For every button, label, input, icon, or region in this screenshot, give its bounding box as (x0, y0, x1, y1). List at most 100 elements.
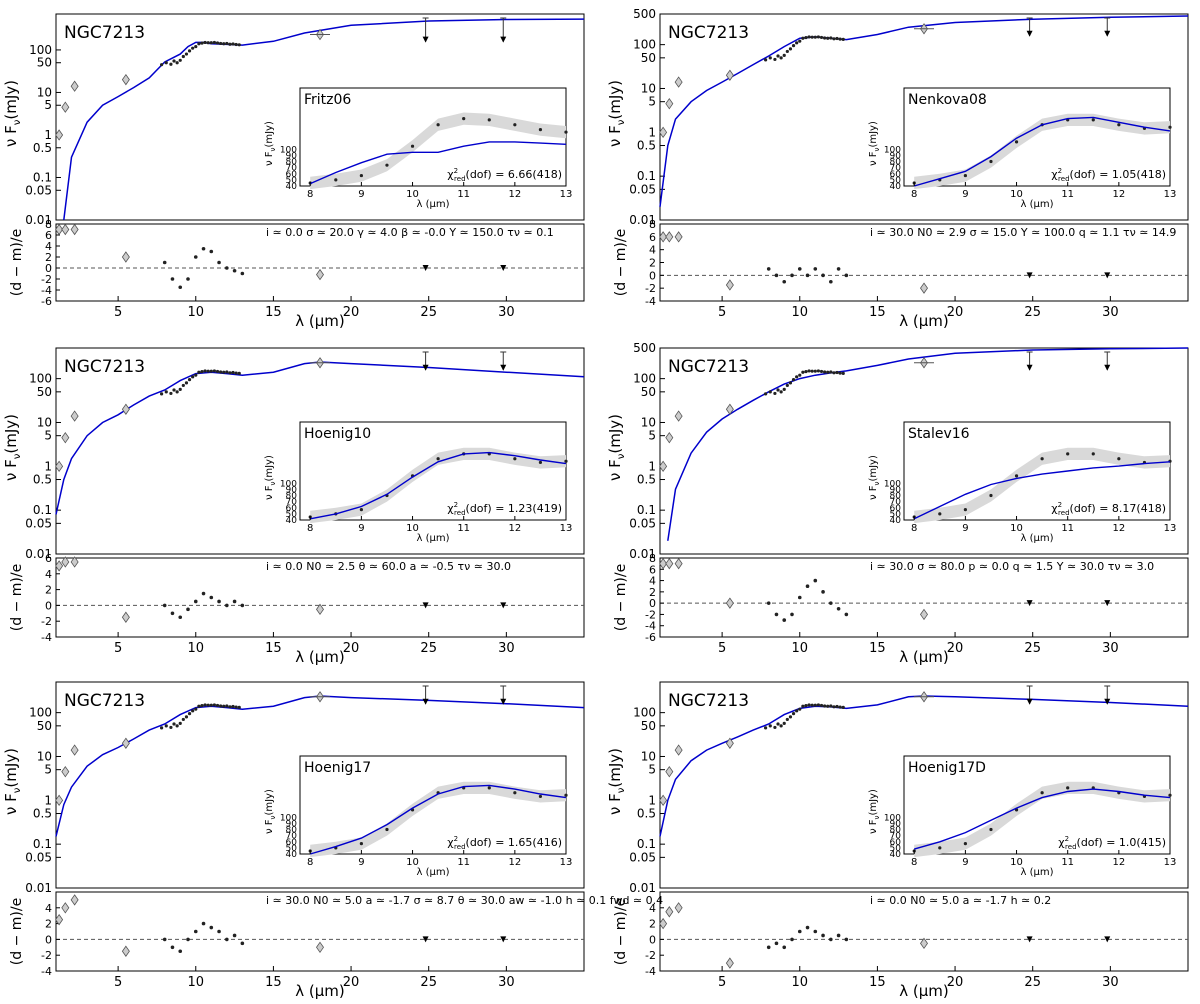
residual-y-tick-label: 0 (45, 262, 52, 275)
residual-y-tick-label: -4 (645, 295, 656, 308)
residual-axes-frame (55, 557, 585, 638)
chi2-sub: red (1065, 843, 1076, 851)
spectrum-point (212, 40, 216, 45)
residual-photometry-point (70, 556, 79, 568)
chi2-sub: red (1058, 509, 1069, 517)
residual-photometry-point (316, 941, 324, 953)
spectrum-point (782, 387, 786, 391)
inset-x-tick-label: 11 (457, 857, 470, 868)
spectrum-point (215, 41, 220, 45)
residual-y-tick-label: -4 (645, 620, 656, 633)
spectrum-point (228, 42, 232, 46)
spectrum-point (231, 370, 235, 375)
inset-x-tick-label: 8 (307, 857, 313, 868)
spectrum-point (203, 703, 207, 707)
inset-y-label-sub: ν (873, 815, 881, 819)
inset-y-label-sub: ν (269, 815, 277, 819)
inset-y-tick-label: 70 (286, 832, 298, 842)
spectrum-point (160, 726, 164, 730)
spectrum-point (788, 715, 793, 719)
spectrum-point (823, 370, 827, 374)
upper-limit-arrow (1026, 30, 1033, 37)
spectrum-point (160, 63, 164, 67)
residual-spectrum-point (217, 260, 221, 265)
model-name: Fritz06 (304, 92, 351, 108)
upper-limit-arrow (422, 36, 429, 43)
inset-x-tick-label: 9 (358, 857, 364, 868)
spectrum-point (197, 704, 201, 708)
spectrum-point (178, 721, 182, 725)
spectrum-point (773, 725, 777, 730)
inset-model-curve (310, 784, 567, 855)
residual-spectrum-point (209, 925, 214, 930)
x-tick-label: 10 (791, 975, 808, 990)
spectrum-point (791, 378, 796, 382)
residual-upper-limit (1104, 600, 1111, 607)
residual-photometry-point (316, 603, 324, 616)
y-tick-label: 5 (648, 763, 656, 777)
residual-spectrum-point (782, 618, 787, 622)
chi2-label: χ2 red(dof) = 8.17(418) (1051, 501, 1166, 517)
inset-spectrum-point (513, 791, 517, 795)
inset-y-label-sub: ν (873, 147, 881, 151)
sed-axes-frame (659, 13, 1189, 221)
inset-y-tick-label: 90 (890, 151, 902, 161)
spectrum-point (237, 705, 241, 709)
spectrum-point (184, 52, 189, 56)
x-tick-label: 15 (265, 975, 282, 990)
y-tick-label: 1 (44, 459, 52, 473)
residual-spectrum-point (844, 273, 849, 278)
upper-limit-arrow (422, 364, 429, 371)
y-tick-label: 50 (641, 385, 656, 399)
inset-spectrum-point (410, 144, 415, 148)
residual-spectrum-point (209, 249, 214, 254)
inset-y-label-sub: ν (873, 481, 881, 485)
inset-x-tick-label: 12 (1112, 189, 1125, 200)
x-axis-label: λ (μm) (899, 982, 949, 1000)
spectrum-point (819, 35, 824, 40)
x-tick-label: 15 (265, 641, 282, 656)
spectrum-point (209, 369, 213, 373)
residual-upper-limit (1026, 936, 1033, 943)
x-tick-label: 10 (187, 975, 204, 990)
chi2-label: χ2 red(dof) = 1.0(415) (1058, 835, 1166, 851)
spectrum-point (816, 703, 821, 707)
sed-axes-frame (55, 347, 585, 555)
inset-y-tick-label: 90 (286, 151, 298, 161)
spectrum-point (826, 370, 830, 374)
residual-photometry-point (61, 556, 70, 568)
residual-upper-limit (1026, 272, 1033, 279)
residual-spectrum-point (797, 929, 802, 934)
spectrum-point (200, 369, 204, 374)
residual-photometry-point (674, 231, 683, 243)
inset-y-tick-label: 90 (890, 485, 902, 495)
inset-spectrum-point (487, 786, 491, 790)
inset-spectrum-point (564, 130, 568, 134)
y-tick-label: 0.5 (33, 473, 52, 487)
spectrum-point (172, 59, 176, 63)
residual-upper-limit (422, 602, 429, 609)
residual-spectrum-point (782, 945, 787, 950)
x-axis-label: λ (μm) (899, 648, 949, 666)
residual-photometry-point (121, 611, 130, 623)
inset-frame (299, 755, 567, 855)
fit-parameters: i ≃ 0.0 σ ≃ 20.0 γ ≃ 4.0 β ≃ -0.0 Y ≃ 15… (266, 226, 554, 239)
residual-spectrum-point (209, 595, 214, 600)
inset-y-label-sub: ν (269, 147, 277, 151)
photometry-point (61, 101, 70, 113)
chi2-dof: (dof) = (466, 836, 508, 849)
inset-x-tick-label: 10 (406, 189, 419, 200)
inset-spectrum-point (1168, 125, 1172, 129)
residual-y-tick-label: 0 (649, 933, 656, 946)
residual-spectrum-point (240, 271, 245, 276)
spectrum-point (764, 392, 768, 396)
inset-x-tick-label: 10 (406, 523, 419, 534)
spectrum-point (768, 390, 772, 394)
residual-spectrum-point (766, 601, 771, 605)
x-tick-label: 20 (947, 641, 964, 656)
spectrum-point (197, 370, 201, 374)
residual-axis-label: (d − m)/e (613, 564, 629, 631)
residual-spectrum-point (170, 945, 175, 950)
